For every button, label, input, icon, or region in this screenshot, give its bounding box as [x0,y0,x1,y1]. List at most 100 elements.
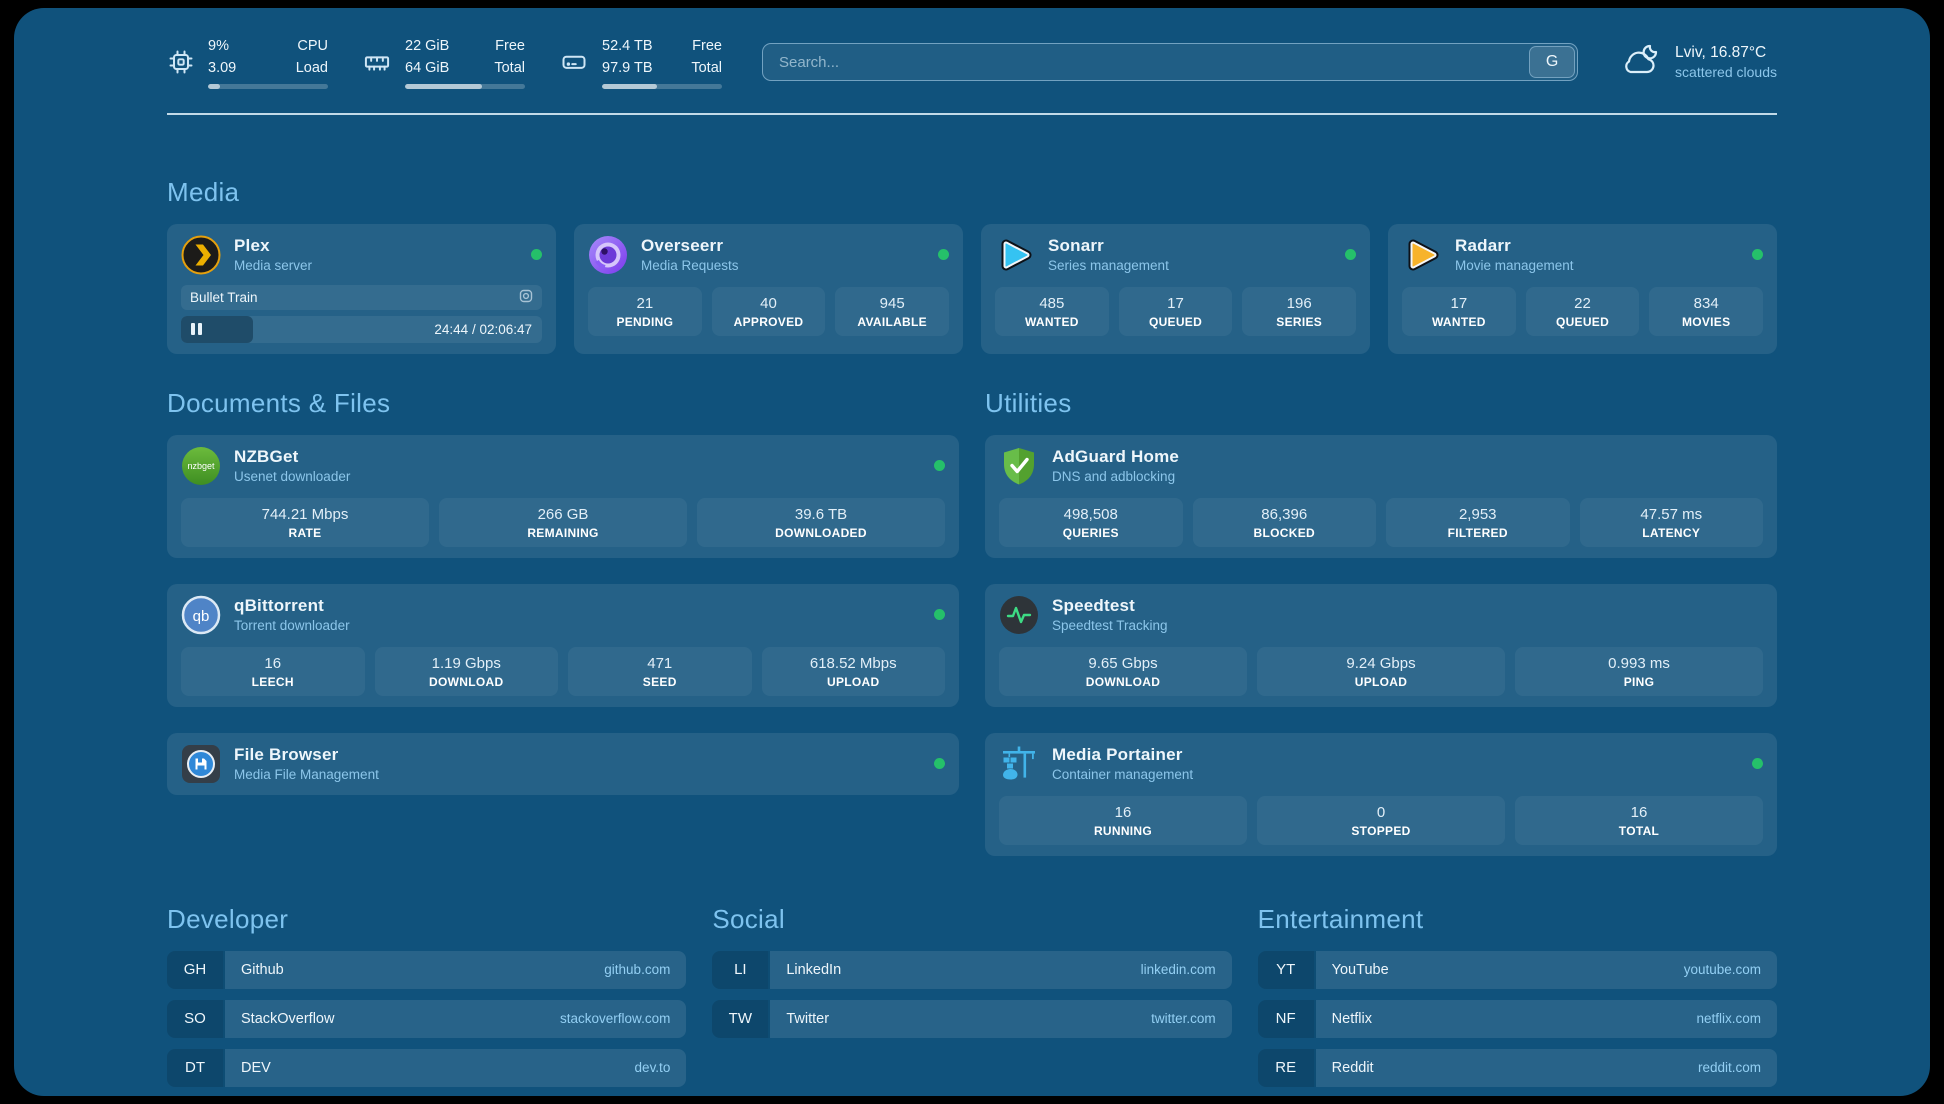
service-card-plex[interactable]: Plex Media server Bullet Train [167,223,556,354]
memory-free-label: Free [495,38,525,54]
svg-text:qb: qb [193,608,210,625]
stat-seed: 471 SEED [568,646,752,696]
cloud-moon-icon [1618,41,1662,84]
app-name: Speedtest [1052,596,1136,615]
disk-free-label: Free [692,38,722,54]
bookmark-netflix[interactable]: NF Netflix netflix.com [1257,999,1777,1038]
service-card-qbittorrent[interactable]: qb qBittorrent Torrent downloader 16 LEE… [167,583,959,707]
dashboard-canvas: 9% 3.09 CPU Load [14,8,1930,1096]
pause-icon[interactable] [191,323,202,335]
app-subtitle: Usenet downloader [234,469,351,484]
status-dot [1752,249,1763,260]
stat-available: 945 AVAILABLE [835,286,950,336]
now-playing-row: Bullet Train [181,284,542,310]
stat-wanted: 485 WANTED [995,286,1109,336]
cpu-widget: 9% 3.09 CPU Load [167,36,328,89]
stat-series: 196 SERIES [1242,286,1357,336]
bookmark-linkedin[interactable]: LI LinkedIn linkedin.com [712,950,1232,989]
memory-free-value: 22 GiB [405,38,450,54]
bookmark-domain: stackoverflow.com [560,1011,671,1026]
app-name: Overseerr [641,236,724,255]
qbittorrent-icon: qb [181,595,221,635]
disk-progress-bar [602,83,722,89]
bookmark-name: Github [241,961,284,978]
weather-widget: Lviv, 16.87°C scattered clouds [1618,41,1777,84]
app-name: File Browser [234,745,339,764]
topbar: 9% 3.09 CPU Load [167,36,1777,89]
bookmark-dev[interactable]: DT DEV dev.to [167,1048,687,1087]
stat-queries: 498,508 QUERIES [999,497,1183,547]
playback-time: 24:44 / 02:06:47 [434,321,532,337]
bookmark-stackoverflow[interactable]: SO StackOverflow stackoverflow.com [167,999,687,1038]
cpu-icon [167,48,195,76]
bookmark-twitter[interactable]: TW Twitter twitter.com [712,999,1232,1038]
service-card-nzbget[interactable]: nzbget NZBGet Usenet downloader 744.21 M… [167,434,959,558]
stat-stopped: 0 STOPPED [1257,795,1505,845]
bookmark-abbr: TW [712,999,771,1038]
overseerr-icon [588,235,628,275]
search-bar[interactable]: G [762,43,1579,82]
service-card-overseerr[interactable]: Overseerr Media Requests 21 PENDING 40 A… [574,223,963,354]
cpu-load-value: 3.09 [208,59,237,76]
bookmark-domain: linkedin.com [1140,962,1216,977]
topbar-divider [167,112,1777,115]
app-name: Plex [234,236,270,255]
section-title-media: Media [167,176,240,207]
system-resources: 9% 3.09 CPU Load [167,36,722,89]
bookmark-github[interactable]: GH Github github.com [167,950,687,989]
status-dot [934,609,945,620]
status-dot [531,249,542,260]
service-card-filebrowser[interactable]: File Browser Media File Management [167,732,959,795]
stat-running: 16 RUNNING [999,795,1247,845]
bookmark-youtube[interactable]: YT YouTube youtube.com [1257,950,1777,989]
section-title-social: Social [712,903,785,934]
memory-progress-bar [405,83,525,89]
disk-total-value: 97.9 TB [602,59,653,76]
stat-leech: 16 LEECH [181,646,365,696]
stat-upload: 9.24 Gbps UPLOAD [1257,646,1505,696]
disk-widget: 52.4 TB 97.9 TB Free Total [559,36,722,89]
bookmark-abbr: RE [1257,1048,1316,1087]
cpu-load-label: Load [295,59,328,76]
section-title-utilities: Utilities [985,387,1072,418]
bookmark-name: StackOverflow [241,1010,335,1027]
memory-total-label: Total [494,59,525,76]
stat-filtered: 2,953 FILTERED [1386,497,1570,547]
app-name: qBittorrent [234,596,325,615]
stat-blocked: 86,396 BLOCKED [1192,497,1376,547]
bookmark-domain: twitter.com [1151,1011,1216,1026]
service-card-adguard[interactable]: AdGuard Home DNS and adblocking 498,508 … [985,434,1777,558]
service-card-sonarr[interactable]: Sonarr Series management 485 WANTED 17 Q… [981,223,1370,354]
stat-ping: 0.993 ms PING [1515,646,1763,696]
service-card-speedtest[interactable]: Speedtest Speedtest Tracking 9.65 Gbps D… [985,583,1777,707]
status-dot [1345,249,1356,260]
sonarr-icon [995,235,1035,275]
section-documents: Documents & Files nzbget [167,388,959,795]
bookmark-domain: netflix.com [1696,1011,1761,1026]
app-subtitle: Media Requests [641,258,739,273]
stat-upload: 618.52 Mbps UPLOAD [761,646,945,696]
bookmark-group-entertainment: Entertainment YT YouTube youtube.com NF … [1257,904,1777,1087]
stat-wanted: 17 WANTED [1402,286,1516,336]
search-input[interactable] [763,44,1528,81]
disk-free-value: 52.4 TB [602,38,653,54]
status-dot [934,758,945,769]
app-subtitle: DNS and adblocking [1052,469,1176,484]
bookmark-abbr: GH [167,950,225,989]
section-title-documents: Documents & Files [167,387,391,418]
app-subtitle: Speedtest Tracking [1052,618,1168,633]
cpu-usage-label: CPU [297,38,328,54]
plex-icon [181,235,221,275]
search-provider-button[interactable]: G [1529,46,1576,79]
app-name: Media Portainer [1052,745,1183,764]
app-subtitle: Series management [1048,258,1169,273]
service-card-radarr[interactable]: Radarr Movie management 17 WANTED 22 QUE… [1388,223,1777,354]
bookmark-reddit[interactable]: RE Reddit reddit.com [1257,1048,1777,1087]
bookmark-name: YouTube [1331,961,1389,978]
disk-icon [559,48,589,76]
cpu-usage-value: 9% [208,38,229,54]
bookmark-abbr: DT [167,1048,225,1087]
stat-download: 9.65 Gbps DOWNLOAD [999,646,1247,696]
svg-text:nzbget: nzbget [187,461,215,471]
service-card-portainer[interactable]: Media Portainer Container management 16 … [985,732,1777,856]
